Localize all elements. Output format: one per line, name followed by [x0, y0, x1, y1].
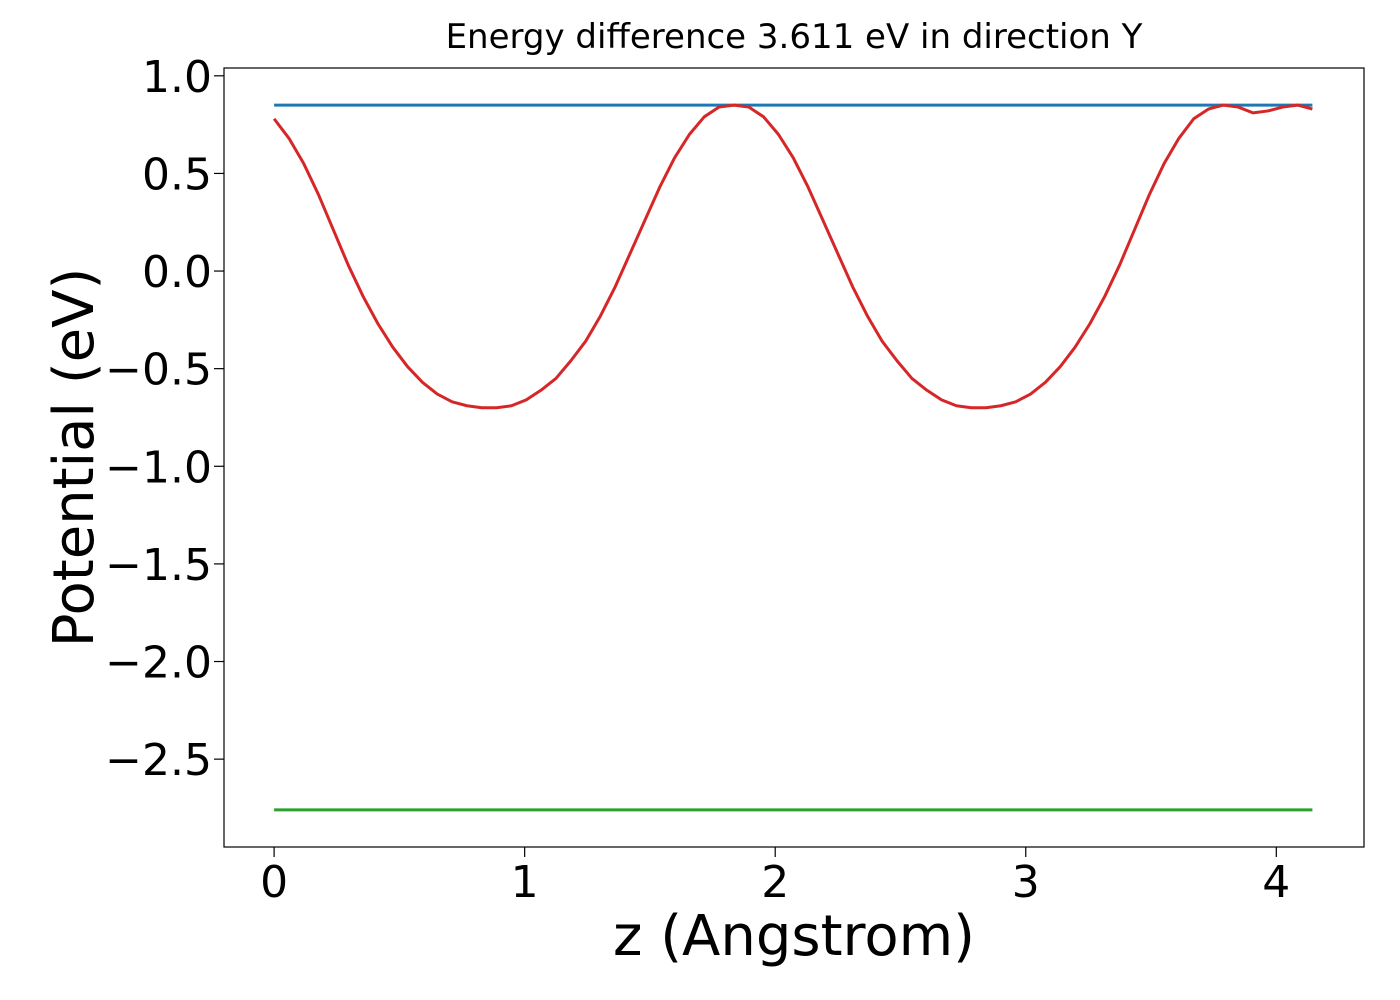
x-tick-label: 3: [1012, 857, 1040, 908]
x-tick-label: 1: [511, 857, 539, 908]
axis-ticks: 0 1 2 3 4 1.0 0.5 0.0 −0.5 −1.0 −1.5 −2.0 −2.5: [105, 52, 1290, 908]
x-axis-label: z (Angstrom): [613, 904, 975, 969]
y-tick-label: −0.5: [105, 345, 212, 396]
plot-frame: [223, 67, 1365, 848]
y-tick-label: 0.0: [142, 247, 212, 298]
y-tick-label: −1.5: [105, 540, 212, 591]
series-line-potential: [272, 103, 1313, 410]
x-tick-label: 2: [761, 857, 789, 908]
y-tick-label: 0.5: [142, 149, 212, 200]
plot-marks: [272, 103, 1313, 812]
y-tick-label: −1.0: [105, 442, 212, 493]
y-tick-label: 1.0: [142, 52, 212, 103]
x-tick-label: 0: [260, 857, 288, 908]
chart-title: Energy difference 3.611 eV in direction …: [446, 17, 1143, 57]
y-tick-label: −2.0: [105, 638, 212, 689]
y-tick-label: −2.5: [105, 735, 212, 786]
x-tick-label: 4: [1262, 857, 1290, 908]
y-axis-label: Potential (eV): [42, 268, 107, 648]
